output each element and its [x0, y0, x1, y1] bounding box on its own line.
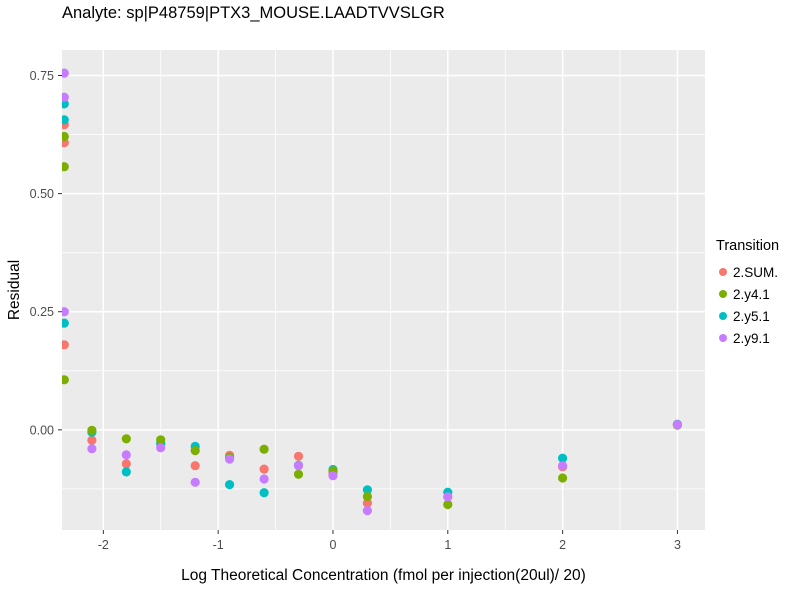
data-point-2.SUM.	[87, 435, 97, 445]
data-point-2.y4.1	[62, 375, 69, 385]
x-tick-label: -2	[98, 538, 109, 552]
legend-dot-icon	[719, 312, 727, 320]
x-tick-label: 3	[674, 538, 681, 552]
legend-item-label: 2.y9.1	[733, 330, 770, 346]
data-point-2.y9.1	[87, 444, 97, 454]
x-tick-label: 1	[444, 538, 451, 552]
data-point-2.y9.1	[443, 492, 453, 502]
x-tick-label: 0	[330, 538, 337, 552]
legend-item-label: 2.y4.1	[733, 286, 770, 302]
data-point-2.y9.1	[62, 68, 69, 78]
data-point-2.y4.1	[293, 469, 304, 479]
data-point-2.y5.1	[121, 467, 131, 477]
legend-dot-icon	[719, 290, 727, 298]
data-point-2.y9.1	[62, 92, 69, 102]
data-point-2.y4.1	[62, 131, 69, 142]
legend-item-label: 2.SUM.	[733, 264, 779, 280]
data-point-2.y4.1	[87, 425, 97, 435]
legend-dot-icon	[719, 268, 727, 276]
data-point-2.y9.1	[225, 454, 235, 464]
data-point-2.y5.1	[362, 485, 372, 495]
data-point-2.y5.1	[259, 488, 269, 498]
legend-dot-icon	[719, 334, 727, 342]
legend-item-label: 2.y5.1	[733, 308, 770, 324]
legend-title: Transition	[716, 238, 780, 254]
data-point-2.y9.1	[328, 471, 338, 481]
legend: Transition 2.SUM. 2.y4.1 2.y5.1 2.y9.1	[716, 238, 798, 349]
y-tick-label: 0.50	[30, 187, 54, 201]
data-point-2.SUM.	[121, 459, 131, 469]
y-tick-label: 0.75	[30, 69, 54, 83]
data-point-2.y9.1	[259, 474, 269, 484]
data-point-2.y4.1	[259, 444, 269, 454]
data-point-2.y9.1	[62, 307, 69, 317]
data-point-2.y9.1	[362, 506, 372, 516]
data-point-2.SUM.	[190, 461, 200, 471]
data-point-2.y4.1	[156, 435, 166, 445]
y-tick-label: 0.25	[30, 305, 54, 319]
data-point-2.y4.1	[362, 491, 372, 502]
data-point-2.SUM.	[259, 464, 269, 474]
data-point-2.y5.1	[558, 453, 568, 463]
data-point-2.y4.1	[443, 499, 453, 510]
panel-background	[62, 50, 705, 530]
x-tick-label: -1	[213, 538, 224, 552]
data-point-2.y4.1	[190, 446, 200, 456]
y-tick-label: 0.00	[30, 423, 54, 437]
x-axis-title: Log Theoretical Concentration (fmol per …	[181, 567, 586, 584]
data-point-2.y9.1	[190, 477, 200, 487]
data-point-2.SUM.	[293, 451, 304, 461]
data-point-2.y5.1	[62, 115, 69, 125]
data-point-2.y4.1	[62, 162, 69, 172]
data-point-2.SUM.	[62, 340, 69, 350]
data-point-2.y4.1	[121, 434, 131, 444]
legend-item-2.SUM.: 2.SUM.	[716, 261, 798, 283]
legend-item-2.y9.1: 2.y9.1	[716, 327, 798, 349]
x-tick-label: 2	[559, 538, 566, 552]
data-point-2.y9.1	[156, 443, 166, 453]
data-point-2.y5.1	[62, 318, 69, 328]
data-point-2.y9.1	[121, 450, 131, 460]
legend-items: 2.SUM. 2.y4.1 2.y5.1 2.y9.1	[716, 261, 798, 349]
legend-item-2.y4.1: 2.y4.1	[716, 283, 798, 305]
data-point-2.y9.1	[293, 461, 304, 471]
data-point-2.y9.1	[558, 461, 568, 471]
data-point-2.y4.1	[558, 473, 568, 483]
plot-title: Analyte: sp|P48759|PTX3_MOUSE.LAADTVVSLG…	[62, 4, 445, 22]
data-points-layer	[62, 68, 683, 516]
legend-item-2.y5.1: 2.y5.1	[716, 305, 798, 327]
data-point-2.SUM.	[362, 498, 372, 508]
data-point-2.y9.1	[672, 420, 683, 430]
data-point-2.y5.1	[225, 480, 235, 490]
